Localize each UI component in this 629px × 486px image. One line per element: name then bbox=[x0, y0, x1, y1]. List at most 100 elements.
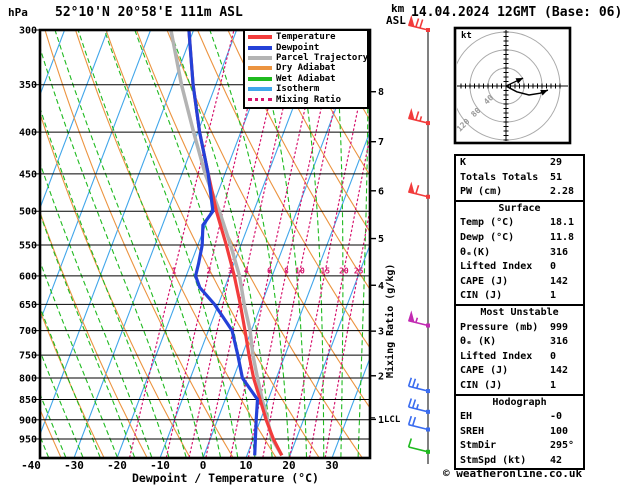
metric-row: EH -0 bbox=[456, 410, 583, 425]
metric-label: CAPE (J) bbox=[460, 365, 509, 377]
mixing-ratio-line bbox=[129, 30, 235, 458]
pressure-tick-label: 400 bbox=[19, 128, 37, 139]
metric-value: 0 bbox=[550, 261, 557, 273]
metric-row: CAPE (J) 142 bbox=[456, 364, 583, 379]
temperature-tick-label: -20 bbox=[107, 459, 127, 472]
mixing-ratio-swatch-icon bbox=[248, 98, 272, 102]
altitude-tick-label: 6 bbox=[378, 186, 384, 197]
mixing-ratio-line bbox=[309, 133, 370, 458]
altitude-tick-label: 7 bbox=[378, 137, 384, 148]
pressure-tick-label: 500 bbox=[19, 207, 37, 218]
legend-item-label: Isotherm bbox=[276, 84, 320, 95]
metric-row: K 29 bbox=[456, 156, 583, 171]
wet-adiabat-line bbox=[134, 30, 256, 458]
hodograph-ring-label: 40 bbox=[482, 93, 495, 106]
wet-adiabat-line bbox=[40, 161, 153, 458]
pressure-tick-label: 700 bbox=[19, 326, 37, 337]
legend-item: Isotherm bbox=[248, 84, 367, 94]
indices-table: Surface Temp (°C) 18.1 Dewp (°C) 11.8 θₑ(K) 31… bbox=[454, 199, 585, 306]
background-lines bbox=[0, 30, 370, 458]
metric-row: StmSpd (kt) 42 bbox=[456, 454, 583, 469]
metric-label: StmSpd (kt) bbox=[460, 454, 527, 466]
legend-item-label: Dry Adiabat bbox=[276, 63, 336, 74]
altitude-tick-label: 2 bbox=[378, 371, 384, 382]
pressure-tick-label: 450 bbox=[19, 169, 37, 180]
wind-barb bbox=[407, 415, 430, 432]
metric-label: Dewp (°C) bbox=[460, 231, 515, 243]
altitude-axis-labels: 1 2 3 4 5 6 7 8 bbox=[370, 87, 384, 426]
hodograph-ring-label: 120 bbox=[455, 117, 472, 134]
wind-barb bbox=[407, 310, 430, 328]
wet-adiabat-line bbox=[0, 30, 14, 457]
metric-row: Totals Totals 51 bbox=[456, 171, 583, 186]
metric-row: Pressure (mb) 999 bbox=[456, 321, 583, 336]
temperature-tick-label: 0 bbox=[200, 459, 207, 472]
hodograph-arrowhead bbox=[515, 78, 524, 84]
metric-label: Lifted Index bbox=[460, 350, 533, 362]
metric-label: CIN (J) bbox=[460, 290, 503, 302]
parcel-trajectory-swatch-icon bbox=[248, 55, 272, 60]
dry-adiabat-line bbox=[40, 309, 105, 458]
temperature-tick-label: -40 bbox=[21, 459, 41, 472]
metric-row: Lifted Index 0 bbox=[456, 260, 583, 275]
wet-adiabat-swatch-icon bbox=[248, 76, 272, 81]
mixing-ratio-value-label: 1 bbox=[172, 266, 177, 275]
metric-row: CIN (J) 1 bbox=[456, 289, 583, 304]
metric-row: CIN (J) 1 bbox=[456, 379, 583, 394]
hodograph-ring-label: 80 bbox=[469, 106, 482, 119]
pressure-tick-label: 800 bbox=[19, 373, 37, 384]
mixing-ratio-line bbox=[229, 30, 324, 458]
metric-value: 2.28 bbox=[550, 186, 575, 198]
indices-table-header: Most Unstable bbox=[480, 306, 559, 318]
temperature-tick-label: -10 bbox=[150, 459, 170, 472]
metric-row: Temp (°C) 18.1 bbox=[456, 216, 583, 231]
pressure-tick-label: 550 bbox=[19, 241, 37, 252]
wind-barb-column bbox=[407, 14, 430, 464]
wet-adiabat-line bbox=[103, 30, 239, 458]
legend-item-label: Mixing Ratio bbox=[276, 94, 342, 105]
indices-table: Most Unstable Pressure (mb) 999 θₑ (K) 316 Li… bbox=[454, 303, 585, 396]
legend-item: Dewpoint bbox=[248, 42, 367, 53]
indices-table: K 29 Totals Totals 51 PW (cm) 2.28 bbox=[454, 154, 585, 202]
wind-barb bbox=[407, 181, 430, 199]
mixing-ratio-value-label: 25 bbox=[354, 266, 364, 275]
metric-label: CIN (J) bbox=[460, 379, 503, 391]
metric-value: -0 bbox=[550, 411, 563, 423]
metric-value: 142 bbox=[550, 275, 569, 287]
altitude-tick-label: 1 bbox=[378, 415, 384, 426]
metric-value: 42 bbox=[550, 454, 563, 466]
metric-label: EH bbox=[460, 411, 473, 423]
plot-border bbox=[38, 28, 372, 460]
legend-box: Temperature Dewpoint Parcel Trajectory Dry … bbox=[243, 29, 369, 109]
dry-adiabat-swatch-icon bbox=[248, 66, 272, 71]
isotherm-line bbox=[40, 30, 195, 436]
mixing-ratio-value-label: 15 bbox=[320, 266, 330, 275]
legend-item: Wet Adiabat bbox=[248, 74, 367, 84]
metric-value: 316 bbox=[550, 246, 569, 258]
pressure-tick-label: 600 bbox=[19, 271, 37, 282]
metric-value: 999 bbox=[550, 321, 569, 333]
metric-value: 1 bbox=[550, 290, 557, 302]
isotherm-line bbox=[288, 243, 370, 458]
altitude-axis-unit-asl: ASL bbox=[386, 14, 406, 27]
mixing-ratio-line bbox=[262, 30, 352, 458]
pressure-tick-label: 950 bbox=[19, 434, 37, 445]
temperature-tick-label: 20 bbox=[282, 459, 295, 472]
wet-adiabat-line bbox=[40, 212, 136, 458]
metric-value: 1 bbox=[550, 379, 557, 391]
dry-adiabat-line bbox=[227, 30, 370, 291]
pressure-tick-label: 850 bbox=[19, 395, 37, 406]
mixing-ratio-line bbox=[165, 30, 267, 458]
metric-row: StmDir 295° bbox=[456, 439, 583, 454]
station-title: 52°10'N 20°58'E 111m ASL bbox=[55, 5, 243, 20]
wind-barb bbox=[407, 438, 430, 454]
isotherm-swatch-icon bbox=[248, 87, 272, 92]
wind-barb bbox=[407, 14, 430, 32]
wet-adiabat-line bbox=[40, 45, 187, 458]
hodograph-arrowhead bbox=[540, 89, 548, 96]
metric-row: Lifted Index 0 bbox=[456, 350, 583, 365]
temperature-tick-label: 30 bbox=[325, 459, 338, 472]
legend-item-label: Dewpoint bbox=[276, 42, 320, 53]
mixing-ratio-line bbox=[188, 30, 288, 458]
mixing-ratio-value-label: 3 bbox=[228, 266, 233, 275]
